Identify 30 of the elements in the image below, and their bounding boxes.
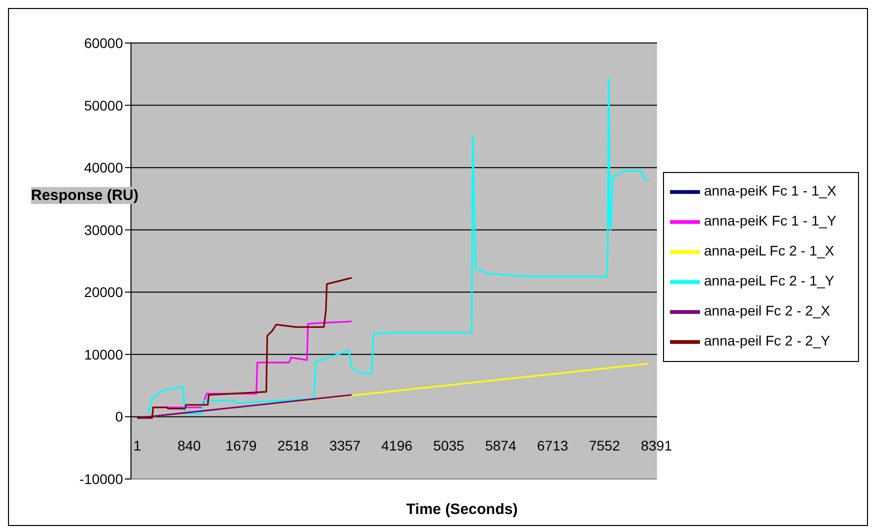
legend-label: anna-peiK Fc 1 - 1_X [704, 182, 836, 199]
legend-label: anna-peiK Fc 1 - 1_Y [704, 212, 836, 229]
y-tick-label: 0 [115, 408, 124, 425]
legend-label: anna-peil Fc 2 - 2_X [704, 302, 830, 319]
y-tick-label: 20000 [84, 284, 124, 300]
x-tick-label: 5035 [433, 438, 465, 454]
legend-label: anna-peiL Fc 2 - 1_Y [704, 272, 834, 289]
x-tick-label: 3357 [329, 438, 361, 454]
x-tick-label: 840 [177, 438, 202, 454]
x-tick-label: 4196 [381, 438, 413, 454]
legend-label: anna-peiL Fc 2 - 1_X [704, 242, 834, 259]
x-tick-label: 1679 [226, 438, 257, 454]
x-tick-label: 6713 [537, 438, 568, 454]
y-tick-label: -10000 [79, 470, 124, 487]
line-series [147, 78, 650, 414]
x-tick-label: 5874 [485, 438, 516, 454]
x-tick-label: 2518 [277, 438, 309, 454]
y-tick-label: 30000 [84, 222, 124, 238]
line-series [136, 277, 352, 419]
legend-label: anna-peil Fc 2 - 2_Y [704, 332, 830, 349]
y-axis-title: Response (RU) [31, 187, 139, 204]
y-tick-label: 60000 [84, 34, 124, 51]
line-series [151, 320, 352, 408]
x-tick-label: 7552 [588, 438, 620, 454]
x-axis-title: Time (Seconds) [405, 501, 519, 518]
x-tick-label: 8391 [640, 438, 672, 454]
y-tick-label: 10000 [84, 346, 124, 362]
y-tick-label: 40000 [84, 160, 124, 176]
x-tick-label: 1 [133, 438, 142, 454]
y-tick-label: 50000 [84, 97, 124, 114]
